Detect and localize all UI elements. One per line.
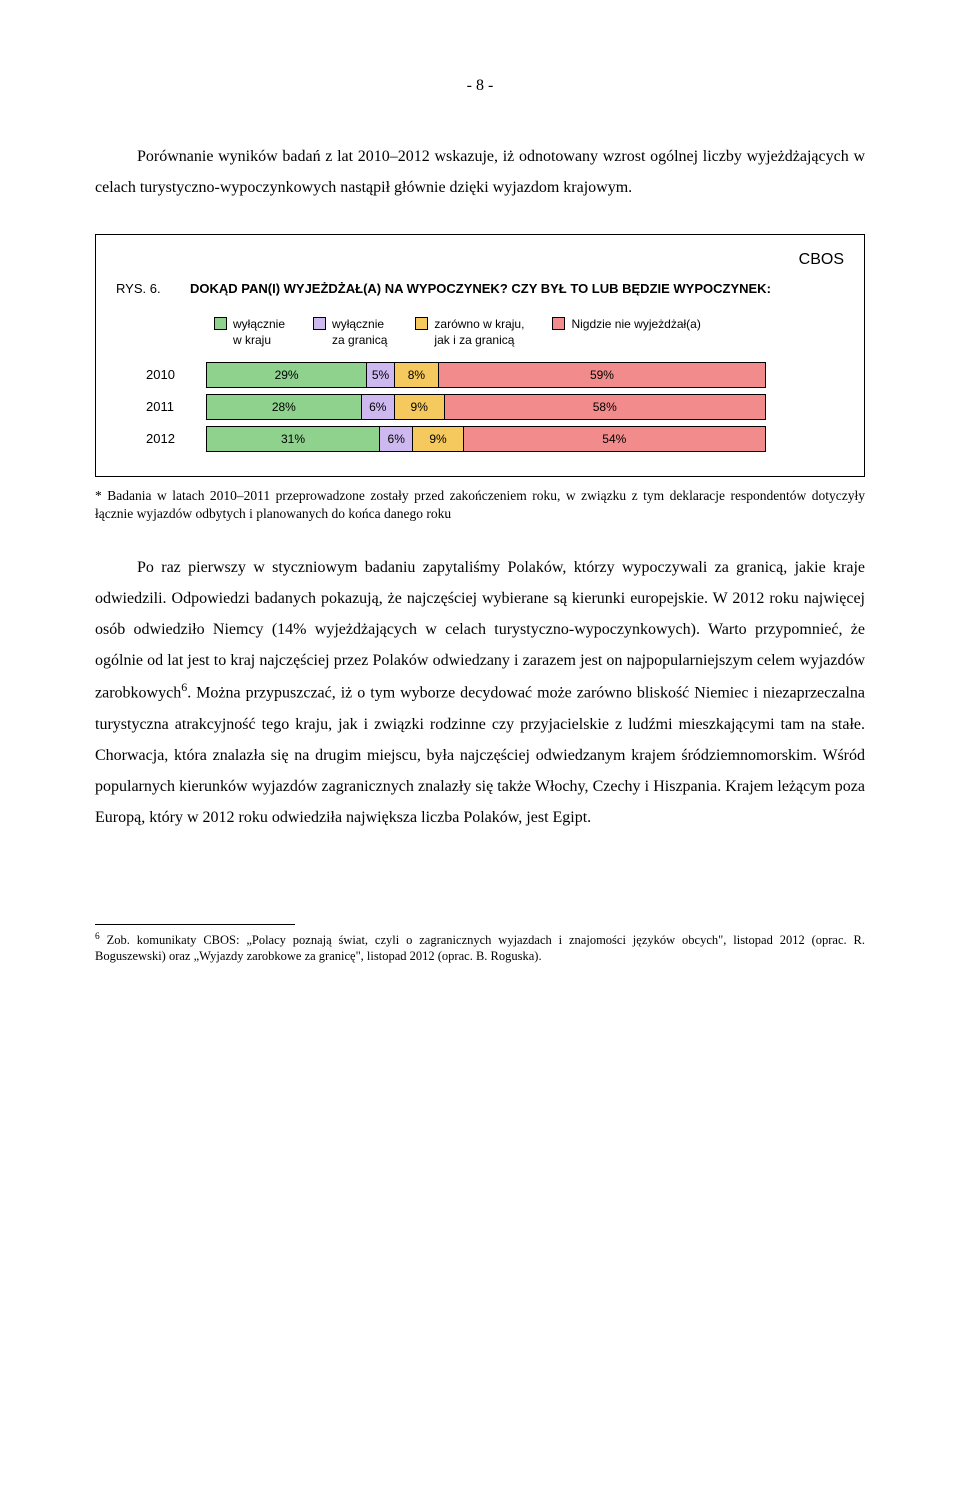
legend-label: Nigdzie nie wyjeżdżał(a) [571,316,700,332]
chart-legend: wyłączniew kraju wyłącznieza granicą zarów… [214,316,844,348]
footnote-ref-6: 6 [181,680,187,694]
legend-swatch [415,317,428,330]
page-number: - 8 - [95,70,865,101]
body-paragraph: Po raz pierwszy w styczniowym badaniu za… [95,552,865,834]
footnote-marker: 6 [95,932,100,942]
stacked-bar: 31%6%9%54% [206,426,766,452]
bar-year-label: 2010 [146,366,206,384]
bar-segment: 59% [439,363,765,387]
bar-year-label: 2012 [146,430,206,448]
chart-figure-6: CBOS RYS. 6. DOKĄD PAN(I) WYJEŻDŻAŁ(A) N… [95,234,865,478]
legend-item: zarówno w kraju,jak i za granicą [415,316,524,348]
figure-label: RYS. 6. [116,280,176,298]
bar-row: 201029%5%8%59% [146,362,844,388]
legend-label: wyłącznieza granicą [332,316,387,348]
bar-segment: 54% [464,427,765,451]
figure-question: DOKĄD PAN(I) WYJEŻDŻAŁ(A) NA WYPOCZYNEK?… [190,280,844,298]
bar-year-label: 2011 [146,398,206,416]
legend-label: wyłączniew kraju [233,316,285,348]
intro-paragraph: Porównanie wyników badań z lat 2010–2012… [95,141,865,203]
bar-row: 201231%6%9%54% [146,426,844,452]
legend-swatch [313,317,326,330]
bar-segment: 8% [395,363,439,387]
bar-segment: 6% [362,395,395,419]
bar-segment: 9% [395,395,445,419]
legend-label: zarówno w kraju,jak i za granicą [434,316,524,348]
stacked-bar: 28%6%9%58% [206,394,766,420]
cbos-label: CBOS [116,249,844,271]
chart-bars: 201029%5%8%59%201128%6%9%58%201231%6%9%5… [146,362,844,452]
bar-row: 201128%6%9%58% [146,394,844,420]
bar-segment: 29% [207,363,367,387]
bar-segment: 58% [445,395,765,419]
bar-segment: 5% [367,363,395,387]
chart-note: * Badania w latach 2010–2011 przeprowadz… [95,487,865,523]
bar-segment: 28% [207,395,362,419]
bar-segment: 31% [207,427,380,451]
legend-item: wyłącznieza granicą [313,316,387,348]
footnote-6: 6 Zob. komunikaty CBOS: „Polacy poznają … [95,931,865,965]
legend-item: wyłączniew kraju [214,316,285,348]
bar-segment: 6% [380,427,413,451]
legend-swatch [552,317,565,330]
legend-swatch [214,317,227,330]
bar-segment: 9% [413,427,463,451]
stacked-bar: 29%5%8%59% [206,362,766,388]
footnote-rule [95,924,295,925]
legend-item: Nigdzie nie wyjeżdżał(a) [552,316,700,332]
